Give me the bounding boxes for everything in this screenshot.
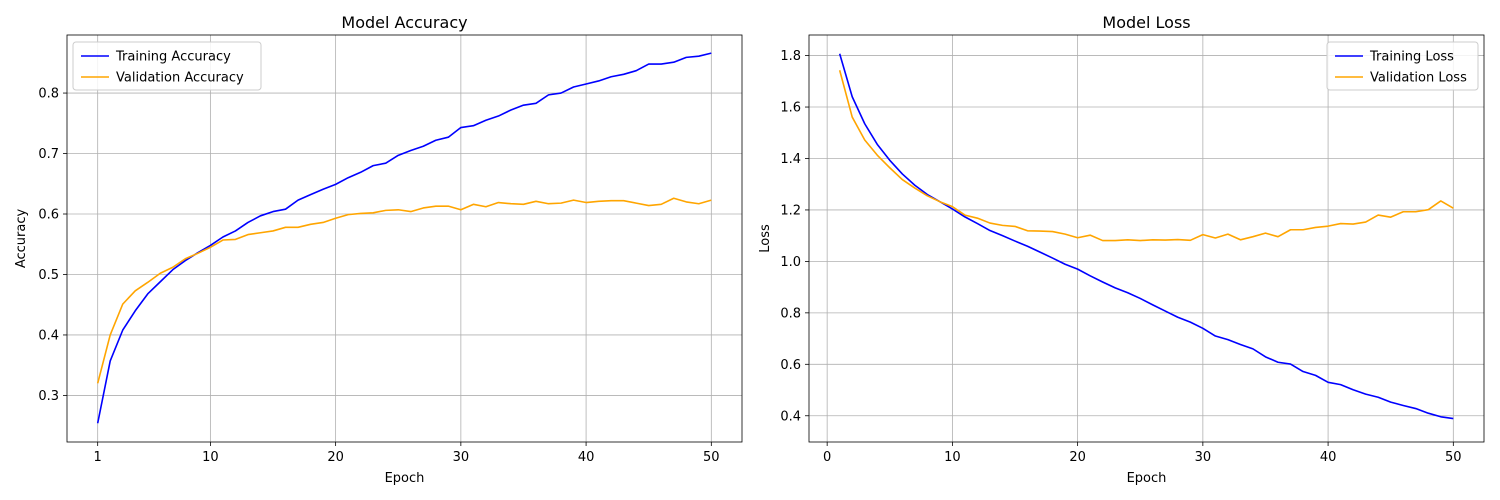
y-tick-label: 0.6 [780, 358, 801, 373]
x-tick-label: 0 [823, 450, 831, 465]
y-tick-label: 0.4 [38, 328, 59, 343]
y-tick-label: 1.2 [780, 203, 801, 218]
y-tick-label: 1.4 [780, 152, 801, 167]
y-tick-label: 0.5 [38, 268, 59, 283]
series-line-validation-accuracy [96, 197, 712, 384]
y-axis-label: Accuracy [14, 209, 29, 269]
legend: Training Loss Validation Loss [1326, 41, 1479, 91]
y-tick-label: 0.8 [38, 87, 59, 102]
x-axis-label: Epoch [1127, 471, 1167, 486]
y-tick-label: 1.8 [780, 49, 801, 64]
chart-title: Model Loss [1102, 13, 1190, 32]
x-axis-label: Epoch [385, 471, 425, 486]
legend: Training Accuracy Validation Accuracy [72, 41, 262, 91]
legend-label: Validation Loss [1370, 71, 1467, 86]
legend-box [72, 41, 262, 91]
legend-label: Training Accuracy [115, 50, 231, 65]
loss-chart: 0 10 20 30 40 50 0.4 0.6 0.8 1.0 1.2 1.4 1.6 1.8 Model… [758, 13, 1485, 486]
x-tick-label: 40 [1320, 450, 1337, 465]
series-line-training-accuracy [96, 52, 712, 424]
accuracy-chart: 1 10 20 30 40 50 0.3 0.4 0.5 0.6 0.7 0.8 Model Accur… [14, 13, 743, 486]
legend-label: Validation Accuracy [116, 71, 244, 86]
plot-frame [66, 34, 743, 443]
x-tick-label: 40 [578, 450, 595, 465]
plot-frame [808, 34, 1485, 443]
y-tick-label: 1.6 [780, 101, 801, 116]
x-tick-label: 30 [1195, 450, 1212, 465]
x-tick-label: 10 [944, 450, 961, 465]
y-tick-label: 0.6 [38, 208, 59, 223]
y-tick-label: 0.7 [38, 147, 59, 162]
x-tick-label: 20 [327, 450, 344, 465]
legend-label: Training Loss [1369, 50, 1454, 65]
legend-box [1326, 41, 1479, 91]
y-tick-label: 1.0 [780, 255, 801, 270]
x-tick-label: 50 [703, 450, 720, 465]
chart-title: Model Accuracy [341, 13, 467, 32]
x-tick-label: 50 [1445, 450, 1462, 465]
y-axis-label: Loss [758, 224, 773, 253]
x-tick-label: 10 [202, 450, 219, 465]
y-tick-label: 0.3 [38, 389, 59, 404]
series-line-training-loss [838, 53, 1454, 420]
y-tick-label: 0.8 [780, 306, 801, 321]
y-tick-label: 0.4 [780, 409, 801, 424]
x-tick-label: 20 [1069, 450, 1086, 465]
x-tick-label: 1 [94, 450, 102, 465]
x-tick-label: 30 [453, 450, 470, 465]
series-line-validation-loss [838, 70, 1454, 242]
